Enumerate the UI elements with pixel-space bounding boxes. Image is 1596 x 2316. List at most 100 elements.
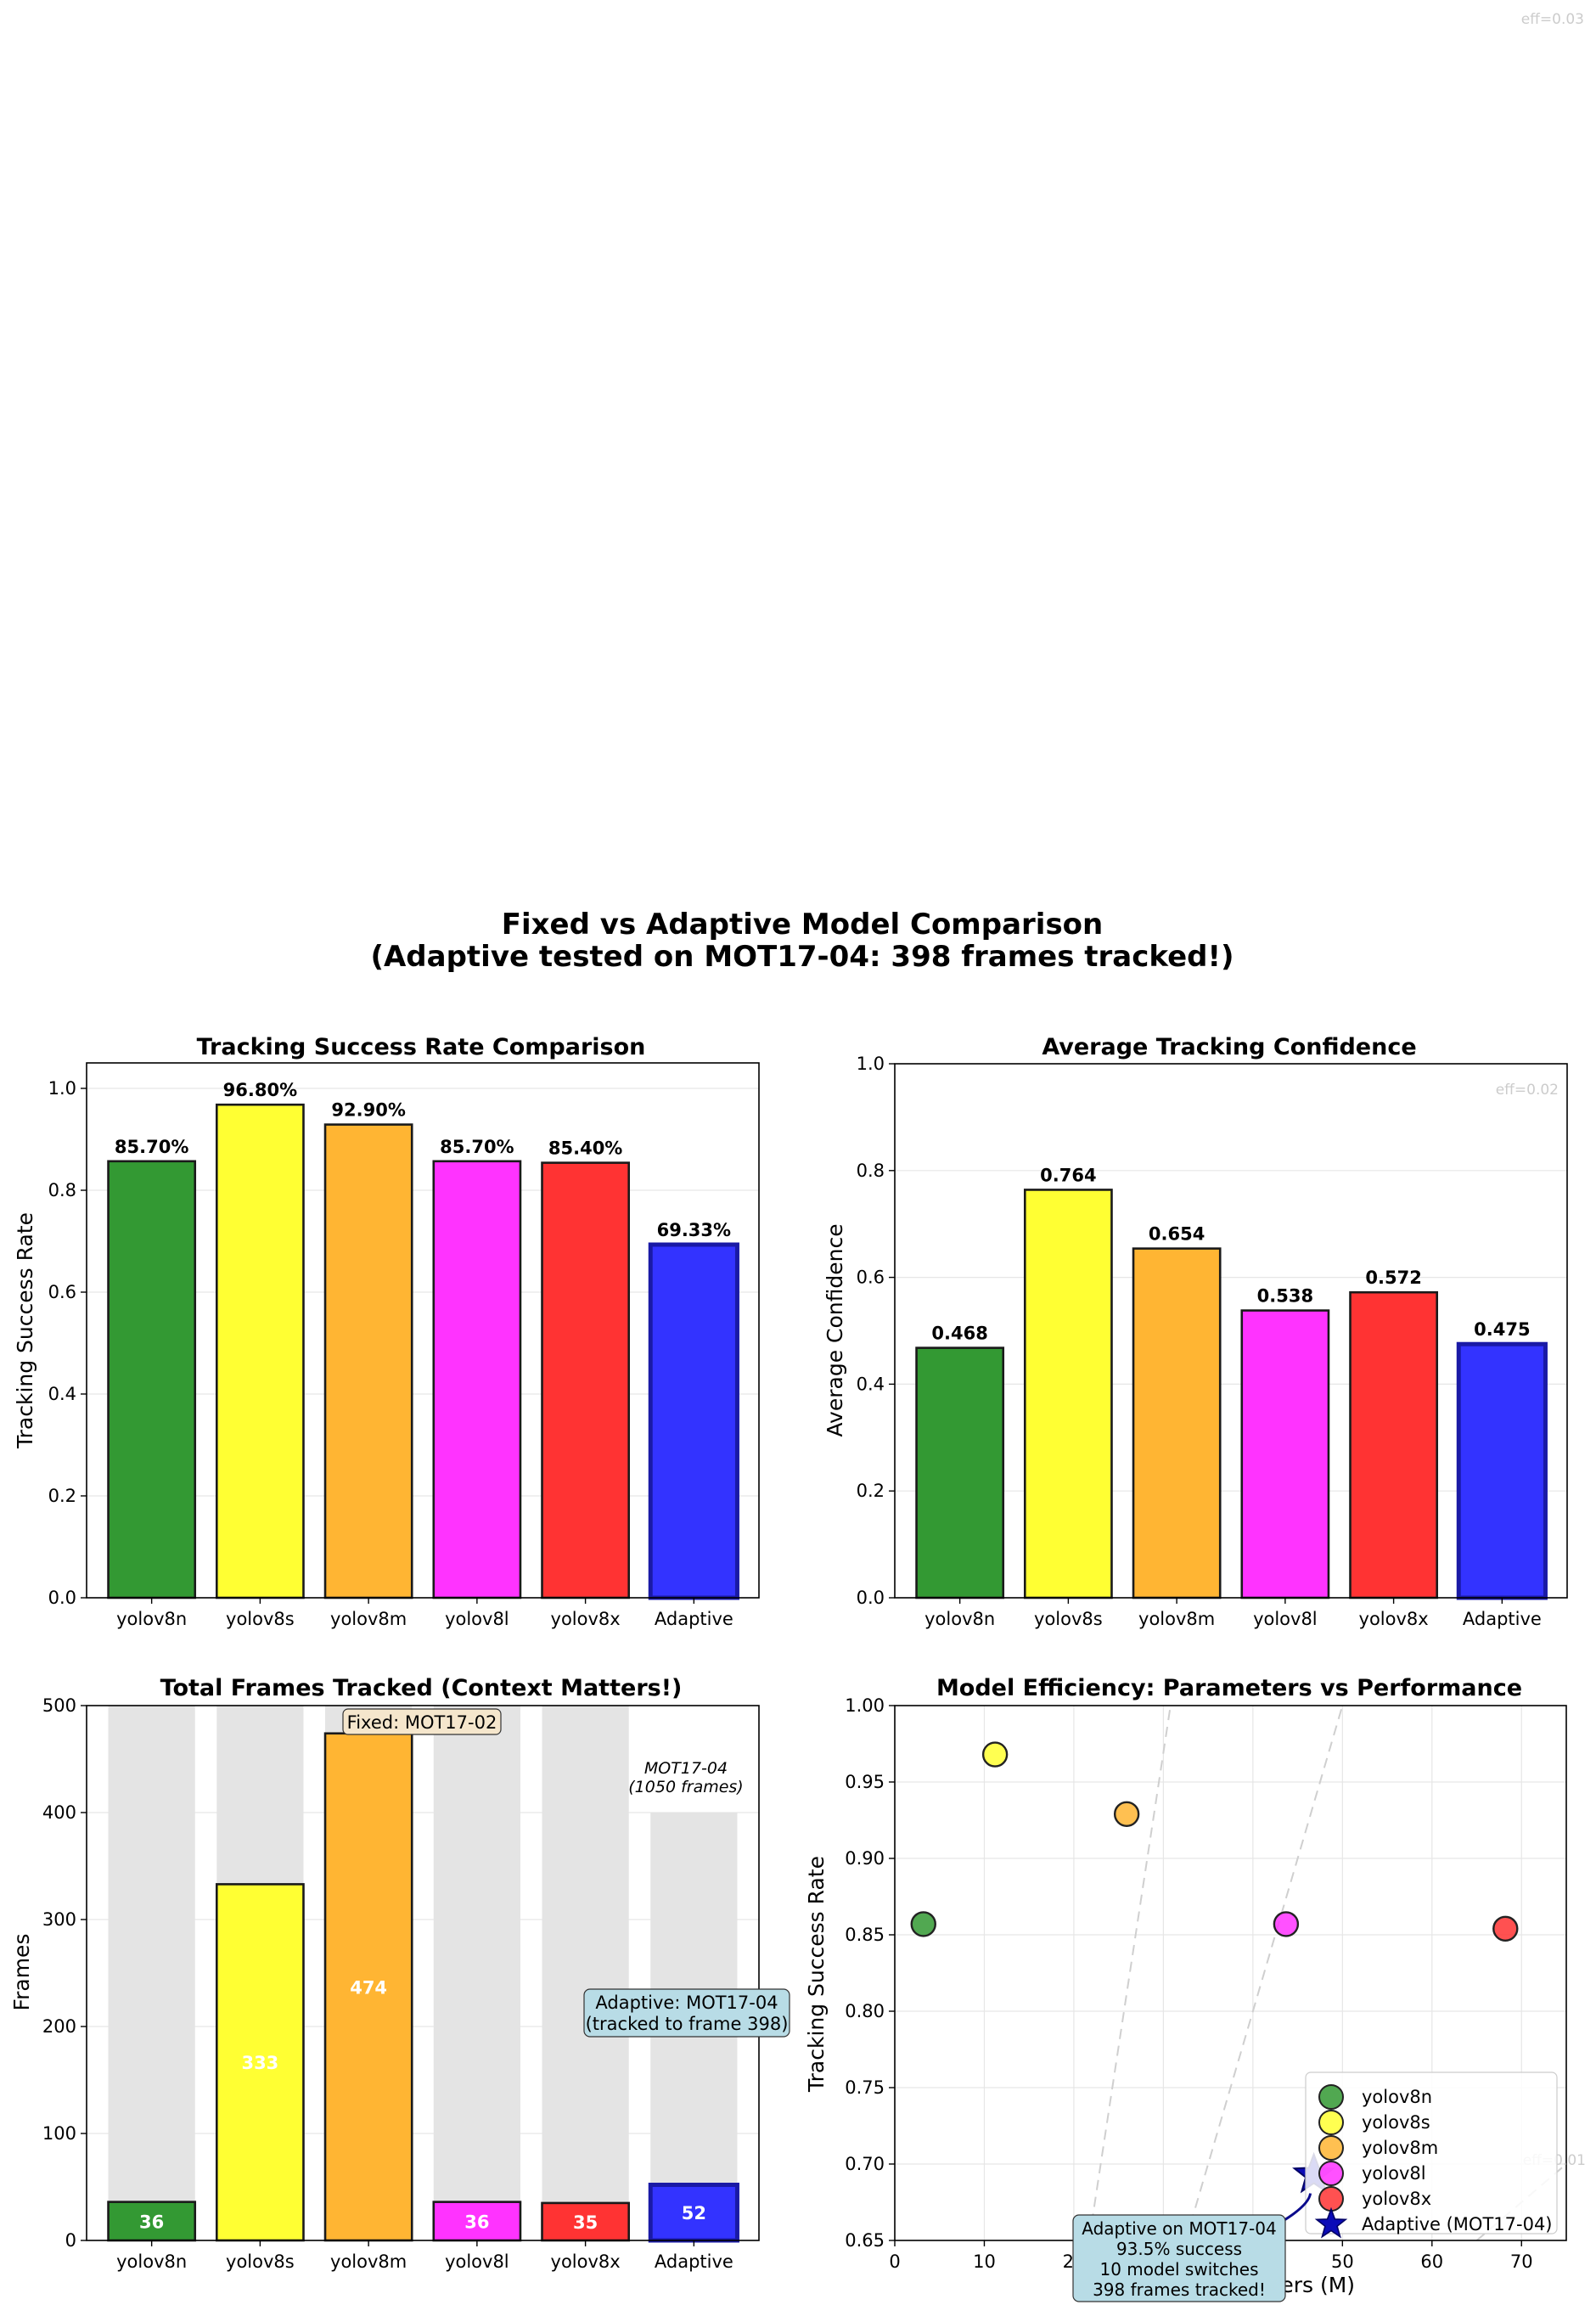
c1-bar-yolov8s: [215, 1103, 305, 1599]
c4-legend-label-yolov8n: yolov8n: [1362, 2087, 1432, 2107]
chart1-title: Tracking Success Rate Comparison: [197, 1034, 646, 1060]
c2-data-label-yolov8m: 0.654: [1149, 1224, 1205, 1245]
c1-ytick-label: 1.0: [48, 1078, 76, 1099]
chart1-x-axis: yolov8n yolov8s yolov8m yolov8l yolov8x Adapt…: [116, 1598, 733, 1629]
c3-background-bar: [108, 1706, 195, 2240]
chart2-x-axis: yolov8n yolov8s yolov8m yolov8l yolov8x Adapt…: [924, 1598, 1542, 1629]
c3-data-label-yolov8x: 35: [573, 2212, 598, 2233]
chart4-points: [910, 1741, 1519, 2194]
c1-xtick-label-yolov8m: yolov8m: [330, 1609, 407, 1629]
c2-data-label-yolov8x: 0.572: [1365, 1268, 1421, 1288]
c1-xtick-label-yolov8n: yolov8n: [116, 1609, 187, 1629]
c1-data-label-yolov8n: 85.70%: [115, 1137, 188, 1157]
chart2-data-labels: 0.468 0.764 0.654 0.538 0.572 0.475: [931, 1165, 1530, 1343]
c1-bar-yolov8x: [541, 1161, 631, 1599]
c3-bar-yolov8n: [107, 2201, 197, 2242]
c2-bar-Adaptive: [1456, 1341, 1548, 1600]
chart2-plot-frame: [894, 1063, 1568, 1599]
c3-data-label-yolov8l: 36: [464, 2212, 489, 2232]
chart4-title: Model Efficiency: Parameters vs Performa…: [936, 1675, 1522, 1701]
chart4-ylabel: Tracking Success Rate: [804, 1856, 829, 2093]
c2-xtick-label-Adaptive: Adaptive: [1463, 1609, 1542, 1629]
c4-xtick-label: 0: [889, 2251, 900, 2272]
c2-xtick-label-yolov8n: yolov8n: [924, 1609, 995, 1629]
c3-background-bar: [542, 1706, 629, 2240]
c2-xtick-label-yolov8m: yolov8m: [1138, 1609, 1215, 1629]
c3-background-bar: [433, 1706, 520, 2240]
c3-ytick-label: 400: [42, 1802, 76, 1823]
c3-data-label-yolov8n: 36: [139, 2212, 164, 2232]
c3-ytick-label: 100: [42, 2123, 76, 2144]
c1-xtick-label-Adaptive: Adaptive: [655, 1609, 733, 1629]
c4-legend-marker-star: [1314, 2206, 1348, 2239]
c4-point-yolov8n: [910, 1911, 936, 1937]
c4-ytick-label: 0.95: [845, 1772, 885, 1792]
c1-data-label-yolov8m: 92.90%: [331, 1100, 405, 1121]
c3-data-label-yolov8m: 474: [350, 1977, 387, 1998]
chart3-ylabel: Frames: [9, 1934, 34, 2011]
figure-title-line2: (Adaptive tested on MOT17-04: 398 frames…: [370, 940, 1234, 974]
c4-point-yolov8l: [1273, 1911, 1300, 1937]
chart1-bars: [107, 1103, 739, 1600]
chart-confidence: Average Tracking Confidence 0.0 0.2 0.4 0.6…: [823, 1034, 1568, 1629]
c4-legend-marker-yolov8s: [1318, 2110, 1344, 2135]
c1-ytick-label: 0.6: [48, 1282, 76, 1302]
c1-data-label-yolov8s: 96.80%: [223, 1080, 297, 1100]
c2-ytick-label: 0.8: [857, 1161, 885, 1181]
chart3-y-axis: 0 100 200 300 400 500: [42, 1695, 87, 2251]
c1-data-label-yolov8x: 85.40%: [548, 1138, 622, 1159]
c1-xtick-label-yolov8x: yolov8x: [551, 1609, 621, 1629]
chart2-y-axis: 0.0 0.2 0.4 0.6 0.8 1.0: [857, 1054, 895, 1608]
c2-data-label-yolov8s: 0.764: [1040, 1165, 1096, 1185]
chart1-y-axis: 0.0 0.2 0.4 0.6 0.8 1.0: [48, 1078, 87, 1608]
c3-ytick-label: 500: [42, 1695, 76, 1716]
corner-eff-label-top: eff=0.03: [1521, 11, 1584, 28]
c1-data-label-Adaptive: 69.33%: [657, 1220, 731, 1240]
c3-data-label-Adaptive: 52: [682, 2203, 706, 2223]
chart-success-rate: Tracking Success Rate Comparison 0.00.20…: [13, 1034, 760, 1629]
chart1-ylabel: Tracking Success Rate: [13, 1212, 37, 1449]
chart3-adaptive-annotation-box: [583, 1988, 790, 2038]
c3-bar-yolov8m: [323, 1732, 413, 2242]
c1-bar-yolov8l: [432, 1160, 522, 1599]
c4-xtick-label: 70: [1510, 2251, 1533, 2272]
c3-xtick-label-yolov8n: yolov8n: [116, 2251, 187, 2272]
c2-bar-yolov8n: [915, 1346, 1005, 1599]
figure-title-line1: Fixed vs Adaptive Model Comparison: [502, 908, 1104, 942]
c3-ytick-label: 0: [65, 2230, 76, 2251]
c3-xtick-label-Adaptive: Adaptive: [655, 2251, 733, 2272]
c4-ytick-label: 0.90: [845, 1848, 885, 1869]
chart1-data-labels: 85.70% 96.80% 92.90% 85.70% 85.40% 69.33%: [115, 1080, 731, 1240]
c4-legend-label-Adaptive (MOT17-04): Adaptive (MOT17-04): [1362, 2214, 1553, 2234]
c4-xtick-label: 60: [1420, 2251, 1443, 2272]
c4-xtick-label: 10: [973, 2251, 996, 2272]
c4-point-yolov8x: [1492, 1915, 1519, 1942]
chart3-adaptive-annotation-line1: Adaptive: MOT17-04: [595, 1993, 778, 2013]
chart4-annotation-line1: Adaptive on MOT17-04: [1082, 2218, 1276, 2239]
c2-ytick-label: 0.0: [857, 1588, 885, 1608]
chart4-annotation-line4: 398 frames tracked!: [1093, 2279, 1266, 2300]
chart3-adaptive-header-line1: MOT17-04: [644, 1759, 728, 1778]
chart4-legend-frame: [1305, 2071, 1558, 2234]
c4-legend-marker-yolov8l: [1318, 2161, 1344, 2186]
chart4-legend: yolov8n yolov8s yolov8m yolov8l yolov8x Adapt…: [1305, 2071, 1558, 2239]
chart4-y-axis: 0.65 0.70 0.75 0.80 0.85 0.90 0.95 1.00: [845, 1695, 895, 2251]
chart3-fixed-annotation-text: Fixed: MOT17-02: [347, 1712, 497, 1733]
chart3-title: Total Frames Tracked (Context Matters!): [160, 1675, 683, 1701]
c1-ytick-label: 0.2: [48, 1486, 76, 1506]
c2-bar-yolov8x: [1349, 1290, 1439, 1599]
chart4-annotation: Adaptive on MOT17-04 93.5% success 10 mo…: [1072, 2214, 1286, 2302]
chart2-bars: [915, 1189, 1548, 1600]
c3-xtick-label-yolov8m: yolov8m: [330, 2251, 407, 2272]
chart3-adaptive-annotation: Adaptive: MOT17-04 (tracked to frame 398…: [583, 1988, 790, 2038]
c3-ytick-label: 200: [42, 2016, 76, 2037]
chart3-fixed-annotation: Fixed: MOT17-02: [342, 1708, 502, 1735]
c2-ytick-label: 0.6: [857, 1268, 885, 1288]
c4-ytick-label: 0.85: [845, 1925, 885, 1945]
c4-ytick-label: 0.70: [845, 2154, 885, 2174]
c4-legend-label-yolov8x: yolov8x: [1362, 2189, 1431, 2209]
c4-ytick-label: 0.75: [845, 2077, 885, 2098]
c3-xtick-label-yolov8x: yolov8x: [551, 2251, 621, 2272]
c2-data-label-Adaptive: 0.475: [1474, 1319, 1530, 1340]
c1-xtick-label-yolov8s: yolov8s: [226, 1609, 295, 1629]
